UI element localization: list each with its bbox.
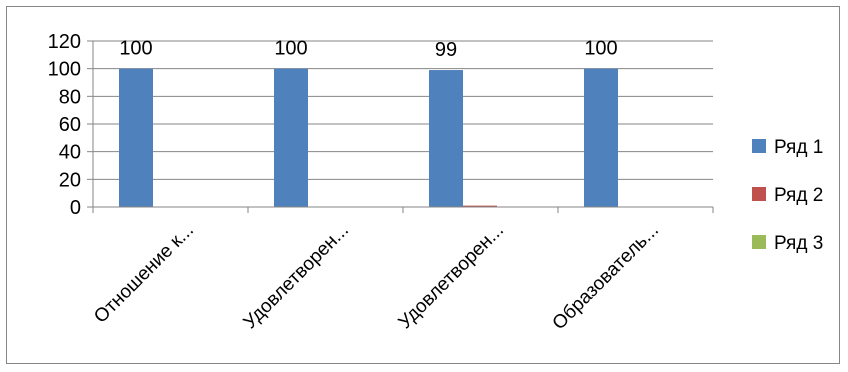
gridlines [93, 40, 713, 180]
y-tick-label: 80 [59, 86, 81, 108]
legend-label: Ряд 3 [774, 233, 823, 254]
data-label: 99 [435, 39, 457, 61]
bar-1-1 [119, 68, 153, 208]
x-tick-label: Отношение к... [90, 220, 198, 328]
legend-swatch [752, 139, 766, 153]
x-tick-label: Удовлетворен... [240, 220, 354, 334]
y-tick-label: 120 [48, 31, 81, 53]
legend-label: Ряд 2 [774, 185, 823, 206]
bar-2-3 [463, 205, 497, 207]
y-tick-label: 20 [59, 169, 81, 191]
x-tick-label: Удовлетворен... [395, 220, 509, 334]
data-labels: 100 100 99 100 [119, 38, 617, 61]
axes [87, 40, 714, 213]
y-tick-labels: 0 20 40 60 80 100 120 [48, 31, 81, 219]
data-label: 100 [584, 38, 617, 60]
legend: Ряд 1 Ряд 2 Ряд 3 [752, 137, 823, 254]
legend-swatch [752, 187, 766, 201]
y-tick-label: 60 [59, 114, 81, 136]
y-tick-label: 0 [70, 197, 81, 219]
bar-1-2 [274, 68, 308, 208]
legend-swatch [752, 235, 766, 249]
x-tick-labels: Отношение к... Удовлетворен... Удовлетворе… [90, 220, 663, 335]
bars [119, 68, 618, 208]
bar-1-3 [429, 70, 463, 207]
y-tick-label: 40 [59, 142, 81, 164]
data-label: 100 [119, 38, 152, 60]
legend-label: Ряд 1 [774, 137, 823, 158]
y-tick-label: 100 [48, 59, 81, 81]
bar-1-4 [584, 68, 618, 208]
data-label: 100 [274, 38, 307, 60]
x-tick-label: Образователь... [549, 220, 664, 335]
